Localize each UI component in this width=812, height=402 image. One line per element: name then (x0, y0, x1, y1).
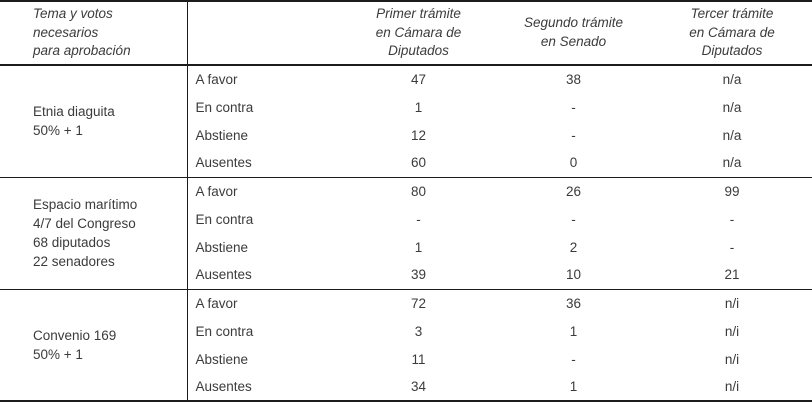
vote-type-label: A favor (195, 295, 238, 311)
value-segundo: 38 (565, 72, 582, 87)
value-tercer: - (729, 239, 735, 255)
vote-type-label: Ausentes (195, 155, 252, 171)
value-primer: 1 (414, 99, 423, 115)
value-segundo: - (571, 99, 576, 115)
value-primer: 11 (411, 351, 426, 367)
table-row: Ausentes 34 1 n/i (0, 373, 812, 401)
vote-type-label: Abstiene (195, 127, 249, 143)
value-primer: - (416, 211, 421, 227)
table-row: Convenio 169 50% + 1 A favor 72 36 n/i (0, 289, 812, 401)
value-tercer: n/i (724, 295, 740, 311)
value-segundo: 2 (569, 239, 578, 255)
table-row: En contra 1 - n/a (0, 93, 812, 121)
header-row: Tema y votos necesarios para aprobación … (0, 1, 812, 65)
value-segundo: 1 (569, 323, 578, 339)
value-primer: 34 (410, 379, 427, 394)
vote-type-label: En contra (195, 211, 254, 227)
group-label: Espacio marítimo 4/7 del Congreso 68 dip… (0, 177, 188, 289)
vote-type-label: Abstiene (195, 239, 249, 255)
table-row: Espacio marítimo 4/7 del Congreso 68 dip… (0, 177, 812, 289)
value-segundo: 36 (565, 295, 582, 311)
header-spacer (187, 1, 342, 65)
value-tercer: n/a (722, 127, 742, 143)
value-tercer: 21 (724, 267, 740, 283)
vote-type-label: A favor (195, 183, 238, 199)
value-primer: 80 (410, 183, 427, 199)
group-convenio-169: Convenio 169 50% + 1 A favor 72 36 n/i E… (0, 289, 812, 401)
header-tema: Tema y votos necesarios para aprobación (0, 1, 188, 65)
value-tercer: n/i (724, 351, 740, 367)
value-primer: 60 (410, 155, 427, 171)
table-row: En contra - - - (0, 205, 812, 233)
vote-type-label: Ausentes (195, 379, 252, 394)
value-tercer: n/a (722, 72, 742, 87)
table-row: Abstiene 1 2 - (0, 233, 812, 261)
table-row: Ausentes 60 0 n/a (0, 149, 812, 177)
value-segundo: - (571, 127, 576, 143)
value-primer: 39 (410, 267, 427, 283)
group-label: Etnia diaguita 50% + 1 (0, 65, 188, 177)
value-segundo: 1 (569, 379, 578, 394)
value-primer: 1 (414, 239, 423, 255)
vote-type-label: En contra (195, 99, 254, 115)
table-row: Ausentes 39 10 21 (0, 261, 812, 289)
header-segundo-tramite: Segundo trámite en Senado (523, 15, 624, 49)
value-tercer: 99 (724, 183, 740, 199)
vote-type-label: Ausentes (195, 267, 252, 283)
value-primer: 12 (410, 127, 427, 143)
value-tercer: - (729, 211, 735, 227)
group-espacio-maritimo: Espacio marítimo 4/7 del Congreso 68 dip… (0, 177, 812, 289)
table-row: En contra 3 1 n/i (0, 317, 812, 345)
value-segundo: 10 (565, 267, 582, 283)
header-tercer-tramite: Tercer trámite en Cámara de Diputados (689, 5, 775, 59)
vote-type-label: En contra (195, 323, 254, 339)
table-row: Abstiene 12 - n/a (0, 121, 812, 149)
value-segundo: - (571, 351, 576, 367)
header-primer-tramite: Primer trámite en Cámara de Diputados (375, 5, 462, 59)
value-primer: 47 (410, 72, 427, 87)
table-header: Tema y votos necesarios para aprobación … (0, 1, 812, 65)
table-row: Abstiene 11 - n/i (0, 345, 812, 373)
group-etnia-diaguita: Etnia diaguita 50% + 1 A favor 47 38 n/a… (0, 65, 812, 177)
value-tercer: n/i (724, 323, 740, 339)
value-tercer: n/a (722, 99, 742, 115)
value-tercer: n/i (724, 379, 740, 394)
value-primer: 3 (414, 323, 423, 339)
value-segundo: - (571, 211, 576, 227)
value-tercer: n/a (722, 155, 742, 171)
vote-type-label: A favor (195, 72, 238, 87)
table-row: Etnia diaguita 50% + 1 A favor 47 38 n/a (0, 65, 812, 177)
value-primer: 72 (410, 295, 427, 311)
value-segundo: 0 (569, 155, 578, 171)
vote-type-label: Abstiene (195, 351, 249, 367)
value-segundo: 26 (565, 183, 582, 199)
group-label: Convenio 169 50% + 1 (0, 289, 188, 401)
